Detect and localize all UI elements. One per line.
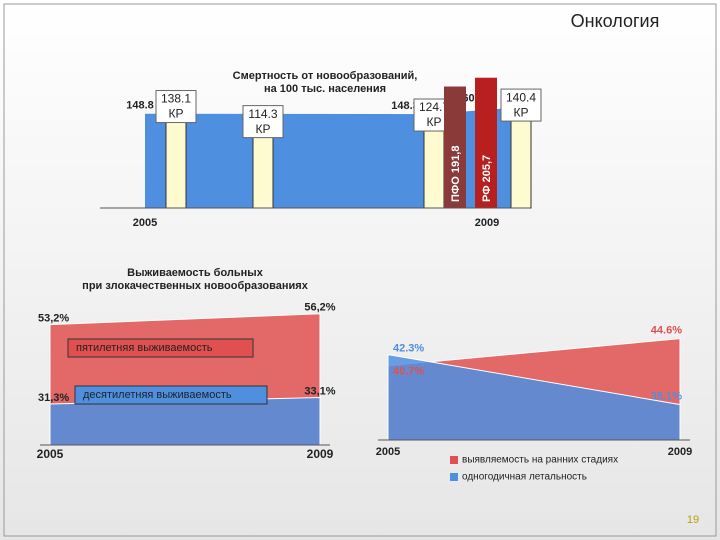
bar-name: ПФО (450, 176, 462, 202)
callout-value: 140.4 (506, 90, 536, 104)
value-label: 35.1% (651, 390, 682, 402)
value-label: 33,1% (304, 385, 335, 397)
x-label: 2009 (475, 217, 499, 229)
value-label: 56,2% (304, 302, 335, 314)
legend-label: пятилетняя выживаемость (76, 342, 213, 354)
bar-name: РФ (481, 185, 493, 202)
area-value-label: 148.3 (391, 100, 419, 112)
callout-box (242, 105, 284, 139)
callout-column (510, 118, 532, 209)
frame (3, 3, 717, 537)
callout-label: КР (256, 122, 271, 136)
chart-title: Выживаемость больных при злокачественных … (82, 267, 309, 292)
legend-label: десятилетняя выживаемость (83, 389, 232, 401)
bar (444, 86, 466, 208)
bar-label: РФ 205,7 (481, 155, 493, 202)
value-label: 42.3% (393, 342, 424, 354)
x-label: 2005 (133, 217, 157, 229)
x-label: 2009 (668, 446, 692, 458)
legend-label: одногодичная летальность (462, 472, 587, 483)
bar-value_label: 191,8 (450, 146, 462, 177)
callout-box (500, 88, 542, 122)
value-label: 31,3% (38, 392, 69, 404)
value-label: 44.6% (651, 325, 682, 337)
legend-label: выявляемость на ранних стадиях (462, 455, 618, 466)
callout-column (165, 120, 187, 209)
bar (475, 77, 497, 209)
bar-value_label: 205,7 (481, 155, 493, 186)
area (49, 397, 321, 446)
value-label: 53,2% (38, 313, 69, 325)
callout-label: КР (514, 105, 529, 119)
callout-label: КР (169, 107, 184, 121)
callout-value: 114.3 (248, 107, 277, 121)
callout-column (252, 135, 274, 209)
x-label: 2009 (307, 447, 334, 461)
chart-title: Смертность от новообразований, на 100 тыс… (233, 70, 418, 95)
callout-column (423, 128, 445, 209)
slide-title: Онкология (571, 11, 660, 31)
bar-label: ПФО 191,8 (450, 146, 462, 202)
callout-box (155, 90, 197, 124)
legend-box (74, 385, 268, 405)
x-label: 2005 (37, 447, 64, 461)
legend-swatch (450, 473, 458, 481)
legend-box (67, 338, 254, 358)
area (145, 106, 530, 208)
callout-value: 124.7 (419, 100, 449, 114)
x-label: 2005 (376, 446, 400, 458)
callout-label: КР (427, 115, 442, 129)
callout-value: 138.1 (161, 92, 191, 106)
value-label: 40.7% (393, 366, 424, 378)
area-value-label: 148.8 (126, 100, 154, 112)
page-number: 19 (687, 514, 699, 526)
legend-swatch (450, 456, 458, 464)
